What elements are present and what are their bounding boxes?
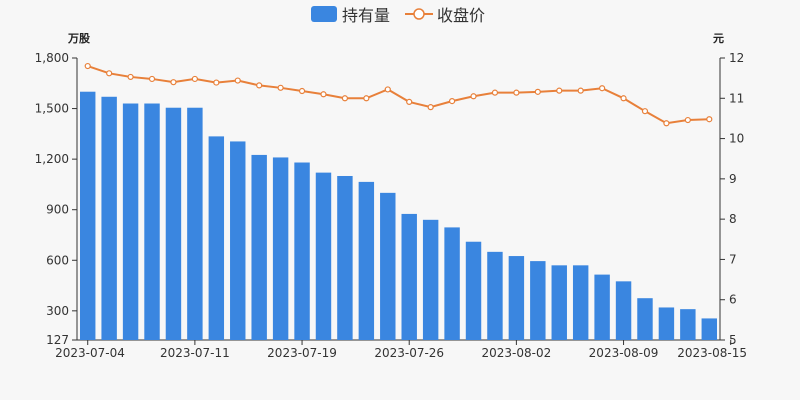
- holdings-bar[interactable]: [272, 157, 289, 340]
- right-tick-label: 7: [729, 252, 737, 266]
- holdings-bar[interactable]: [294, 162, 310, 340]
- right-tick-label: 5: [729, 333, 737, 347]
- x-tick-label: 2023-07-19: [267, 346, 337, 360]
- holdings-bar[interactable]: [401, 213, 417, 340]
- price-point[interactable]: [384, 86, 391, 93]
- price-point[interactable]: [406, 98, 413, 106]
- price-point[interactable]: [234, 77, 241, 84]
- price-point[interactable]: [127, 73, 134, 81]
- price-point[interactable]: [491, 89, 499, 96]
- price-point[interactable]: [298, 87, 306, 95]
- legend-holdings-swatch[interactable]: [311, 6, 337, 22]
- price-point[interactable]: [706, 116, 713, 123]
- price-point[interactable]: [641, 108, 649, 115]
- left-tick-label: 600: [46, 253, 69, 267]
- holdings-bar[interactable]: [230, 141, 246, 340]
- left-tick-label: 1,500: [35, 102, 69, 116]
- left-tick-label: 900: [46, 203, 69, 217]
- x-axis-ticks: 2023-07-04 2023-07-11 2023-07-19 2023-07-26…: [55, 340, 747, 360]
- holdings-bar[interactable]: [208, 136, 225, 340]
- holdings-bar[interactable]: [165, 107, 182, 341]
- right-tick-label: 11: [729, 91, 744, 105]
- right-axis-ticks: 12 11 10 9 8 7 6 5: [720, 51, 744, 347]
- legend-price-marker[interactable]: [413, 8, 425, 20]
- holdings-bar[interactable]: [487, 251, 503, 340]
- holdings-bar[interactable]: [594, 274, 610, 340]
- holdings-bar[interactable]: [551, 265, 567, 340]
- holdings-bar[interactable]: [615, 281, 632, 340]
- legend-price-label[interactable]: 收盘价: [437, 6, 485, 25]
- price-point[interactable]: [170, 79, 177, 86]
- left-tick-label: 1,800: [35, 51, 69, 65]
- price-point[interactable]: [84, 62, 91, 70]
- holdings-bar[interactable]: [680, 309, 696, 340]
- left-tick-label: 1,200: [35, 152, 69, 166]
- holdings-bar[interactable]: [358, 181, 375, 340]
- holdings-bar[interactable]: [315, 172, 332, 340]
- holdings-bar[interactable]: [422, 219, 439, 340]
- left-tick-label: 127: [46, 333, 69, 347]
- price-point[interactable]: [599, 85, 606, 92]
- right-axis-unit: 元: [713, 32, 724, 45]
- x-tick-label: 2023-07-04: [55, 346, 125, 360]
- price-point[interactable]: [620, 95, 627, 102]
- x-tick-label: 2023-07-26: [374, 346, 444, 360]
- holdings-bar[interactable]: [80, 91, 96, 341]
- price-point[interactable]: [684, 116, 691, 124]
- price-point[interactable]: [427, 104, 434, 111]
- holdings-bar[interactable]: [444, 227, 460, 340]
- price-point[interactable]: [534, 88, 541, 95]
- price-point[interactable]: [213, 79, 220, 86]
- holdings-bar[interactable]: [637, 298, 653, 340]
- legend-holdings-label[interactable]: 持有量: [342, 6, 390, 25]
- left-axis-unit: 万股: [67, 32, 91, 45]
- price-line-layer: [84, 62, 713, 127]
- holdings-bar[interactable]: [572, 265, 589, 340]
- price-point[interactable]: [577, 87, 584, 94]
- holdings-bar[interactable]: [101, 96, 117, 340]
- price-point[interactable]: [148, 75, 156, 83]
- right-tick-label: 10: [729, 132, 744, 146]
- x-tick-label: 2023-07-11: [160, 346, 230, 360]
- holdings-bars: [80, 91, 717, 341]
- x-tick-label: 2023-08-02: [482, 346, 552, 360]
- right-tick-label: 9: [729, 172, 737, 186]
- holdings-bar[interactable]: [337, 175, 353, 340]
- price-point[interactable]: [256, 82, 263, 89]
- price-point[interactable]: [191, 75, 198, 83]
- x-tick-label: 2023-08-09: [589, 346, 659, 360]
- holdings-bar[interactable]: [530, 261, 546, 340]
- price-point[interactable]: [106, 70, 113, 77]
- holdings-bar[interactable]: [658, 307, 675, 340]
- holdings-bar[interactable]: [465, 241, 482, 340]
- right-tick-label: 12: [729, 51, 744, 65]
- left-axis-ticks: 1,800 1,500 1,200 900 600 300 127: [35, 51, 77, 347]
- holdings-bar[interactable]: [144, 103, 160, 341]
- price-point[interactable]: [470, 93, 477, 100]
- price-point[interactable]: [448, 98, 456, 105]
- holdings-bar[interactable]: [122, 103, 139, 341]
- left-tick-label: 300: [46, 304, 69, 318]
- x-tick-label: 2023-08-15: [677, 346, 747, 360]
- holdings-bar[interactable]: [701, 318, 717, 340]
- price-line: [87, 65, 710, 125]
- holdings-bar[interactable]: [187, 107, 203, 341]
- right-tick-label: 6: [729, 293, 737, 307]
- price-point[interactable]: [277, 84, 284, 91]
- legend[interactable]: 持有量 收盘价: [311, 6, 485, 25]
- price-point[interactable]: [513, 89, 520, 96]
- price-point[interactable]: [341, 95, 349, 102]
- right-tick-label: 8: [729, 212, 737, 226]
- price-point[interactable]: [320, 91, 327, 98]
- price-point[interactable]: [556, 87, 563, 94]
- holdings-bar[interactable]: [508, 256, 525, 340]
- holdings-bar[interactable]: [251, 154, 267, 340]
- price-point[interactable]: [663, 120, 670, 127]
- holdings-bar[interactable]: [380, 192, 396, 340]
- price-point[interactable]: [363, 95, 370, 102]
